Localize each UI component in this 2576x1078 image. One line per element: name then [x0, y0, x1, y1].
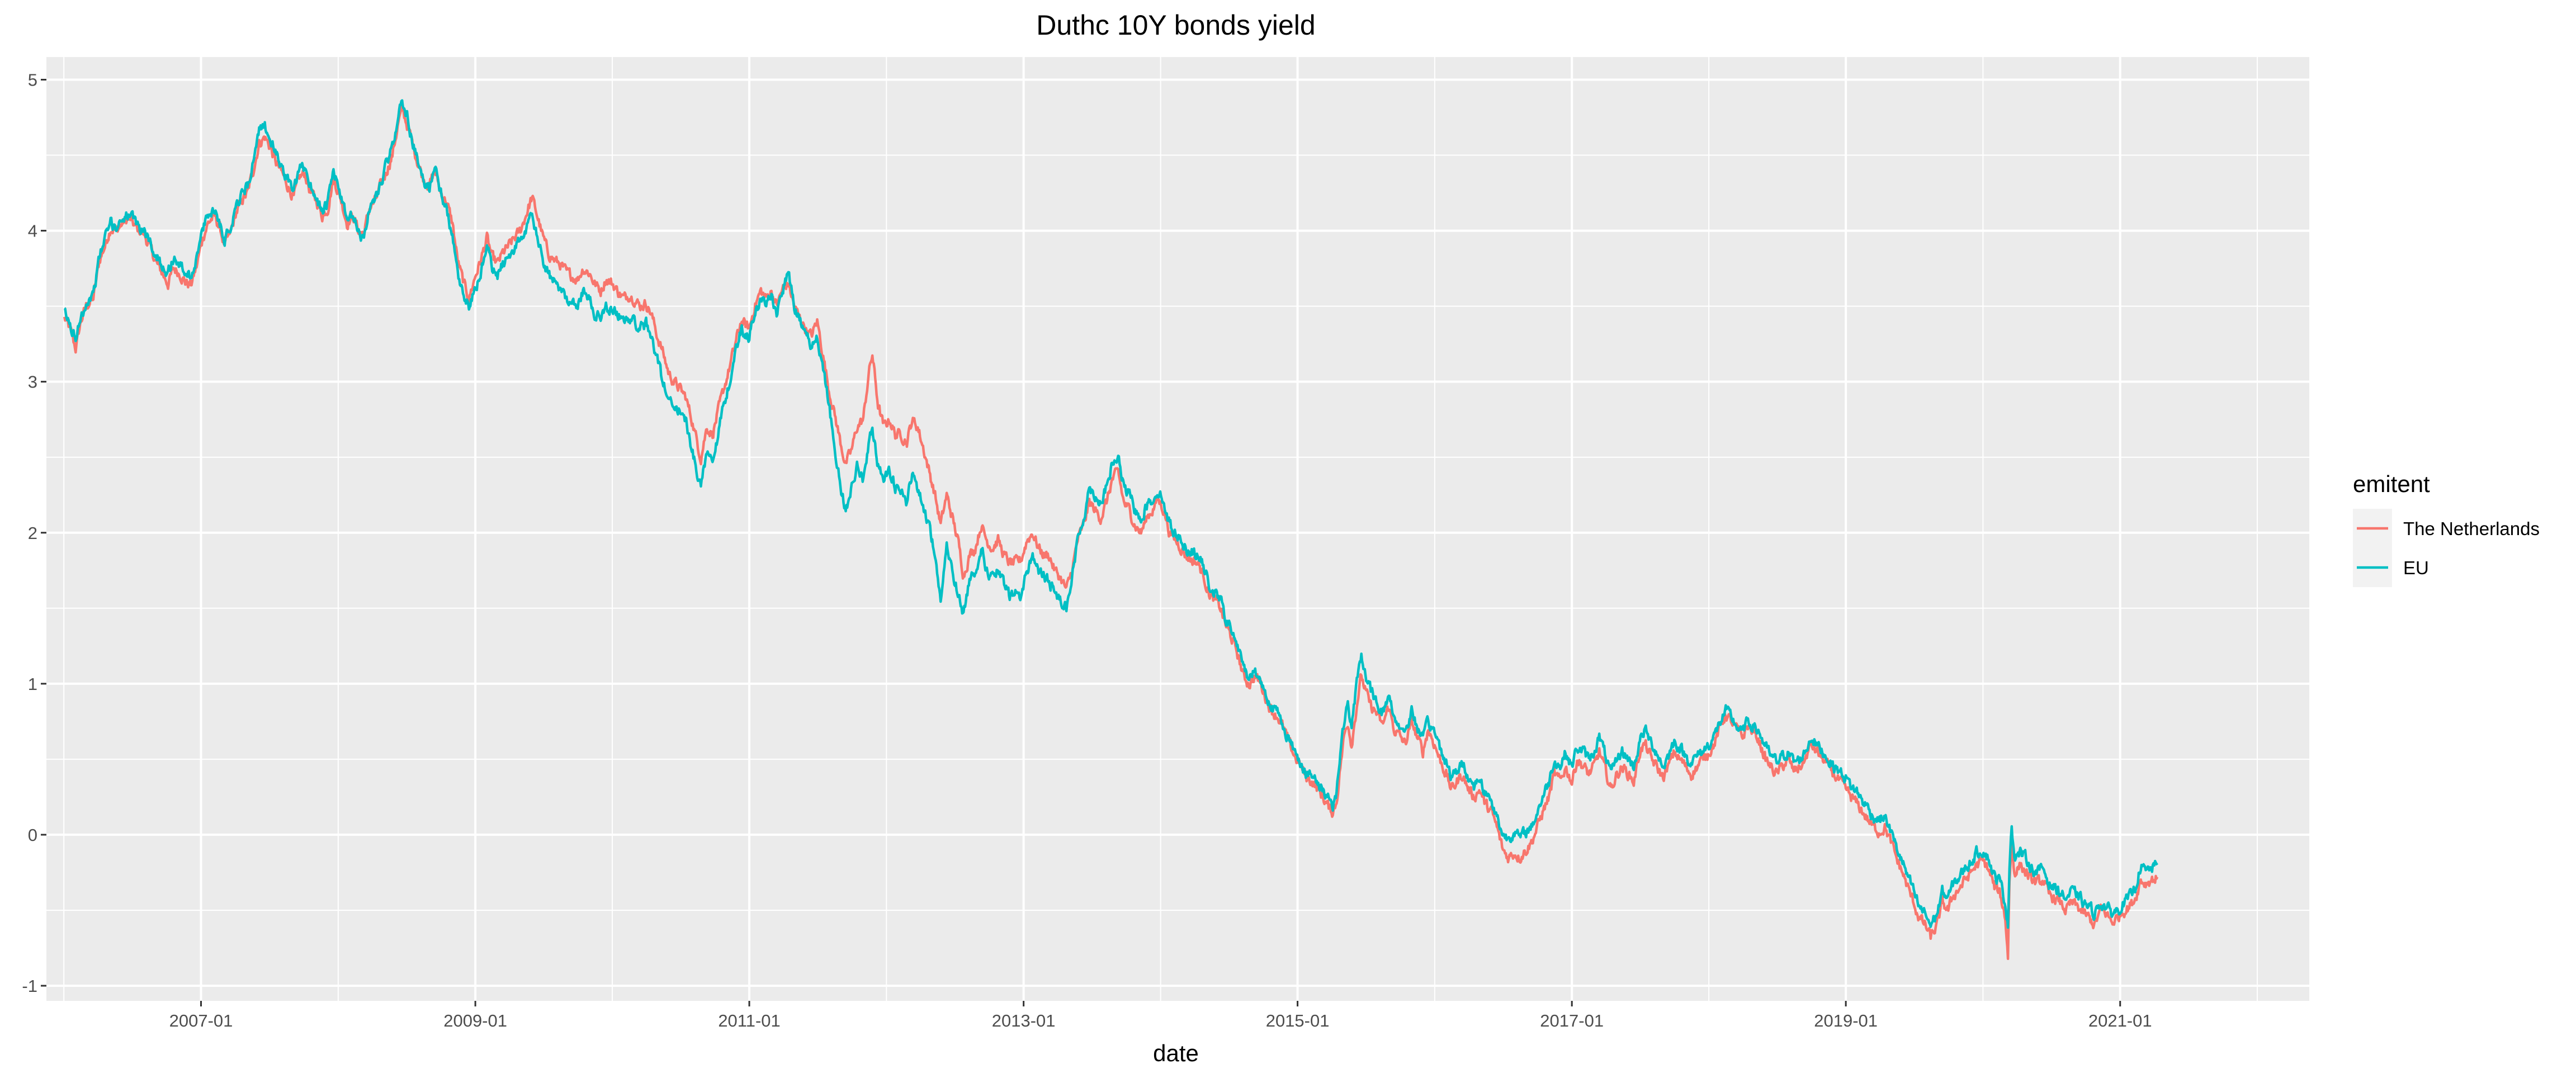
y-tick-label: 3 — [28, 372, 37, 392]
series-line-eu — [63, 99, 2158, 929]
x-tick-label: 2011-01 — [718, 1011, 780, 1030]
legend: emitent The Netherlands EU — [2353, 471, 2540, 587]
x-axis-title: date — [1153, 1040, 1199, 1066]
x-tick-label: 2021-01 — [2088, 1011, 2152, 1030]
chart-title: Duthc 10Y bonds yield — [1036, 10, 1315, 41]
x-tick-label: 2013-01 — [992, 1011, 1056, 1030]
y-tick-label: 5 — [28, 70, 37, 90]
series-lines — [63, 99, 2159, 961]
y-tick-label: 0 — [28, 825, 37, 845]
major-gridlines — [46, 57, 2309, 1001]
x-tick-label: 2009-01 — [443, 1011, 507, 1030]
plot-panel — [46, 57, 2309, 1001]
legend-label: EU — [2403, 557, 2429, 578]
legend-label: The Netherlands — [2403, 518, 2540, 539]
y-tick-label: -1 — [22, 976, 37, 996]
y-tick-label: 2 — [28, 523, 37, 543]
minor-gridlines — [46, 57, 2309, 1001]
x-axis: 2007-01 2009-01 2011-01 2013-01 2015-01 2017-… — [169, 1001, 2152, 1030]
x-tick-label: 2007-01 — [169, 1011, 233, 1030]
y-axis: -1 0 1 2 3 4 5 — [22, 70, 46, 996]
legend-items: The Netherlands EU — [2353, 509, 2540, 587]
y-tick-label: 1 — [28, 674, 37, 694]
x-tick-label: 2019-01 — [1814, 1011, 1878, 1030]
x-tick-label: 2015-01 — [1266, 1011, 1330, 1030]
y-tick-label: 4 — [28, 221, 37, 241]
x-tick-label: 2017-01 — [1540, 1011, 1604, 1030]
legend-title: emitent — [2353, 471, 2430, 497]
